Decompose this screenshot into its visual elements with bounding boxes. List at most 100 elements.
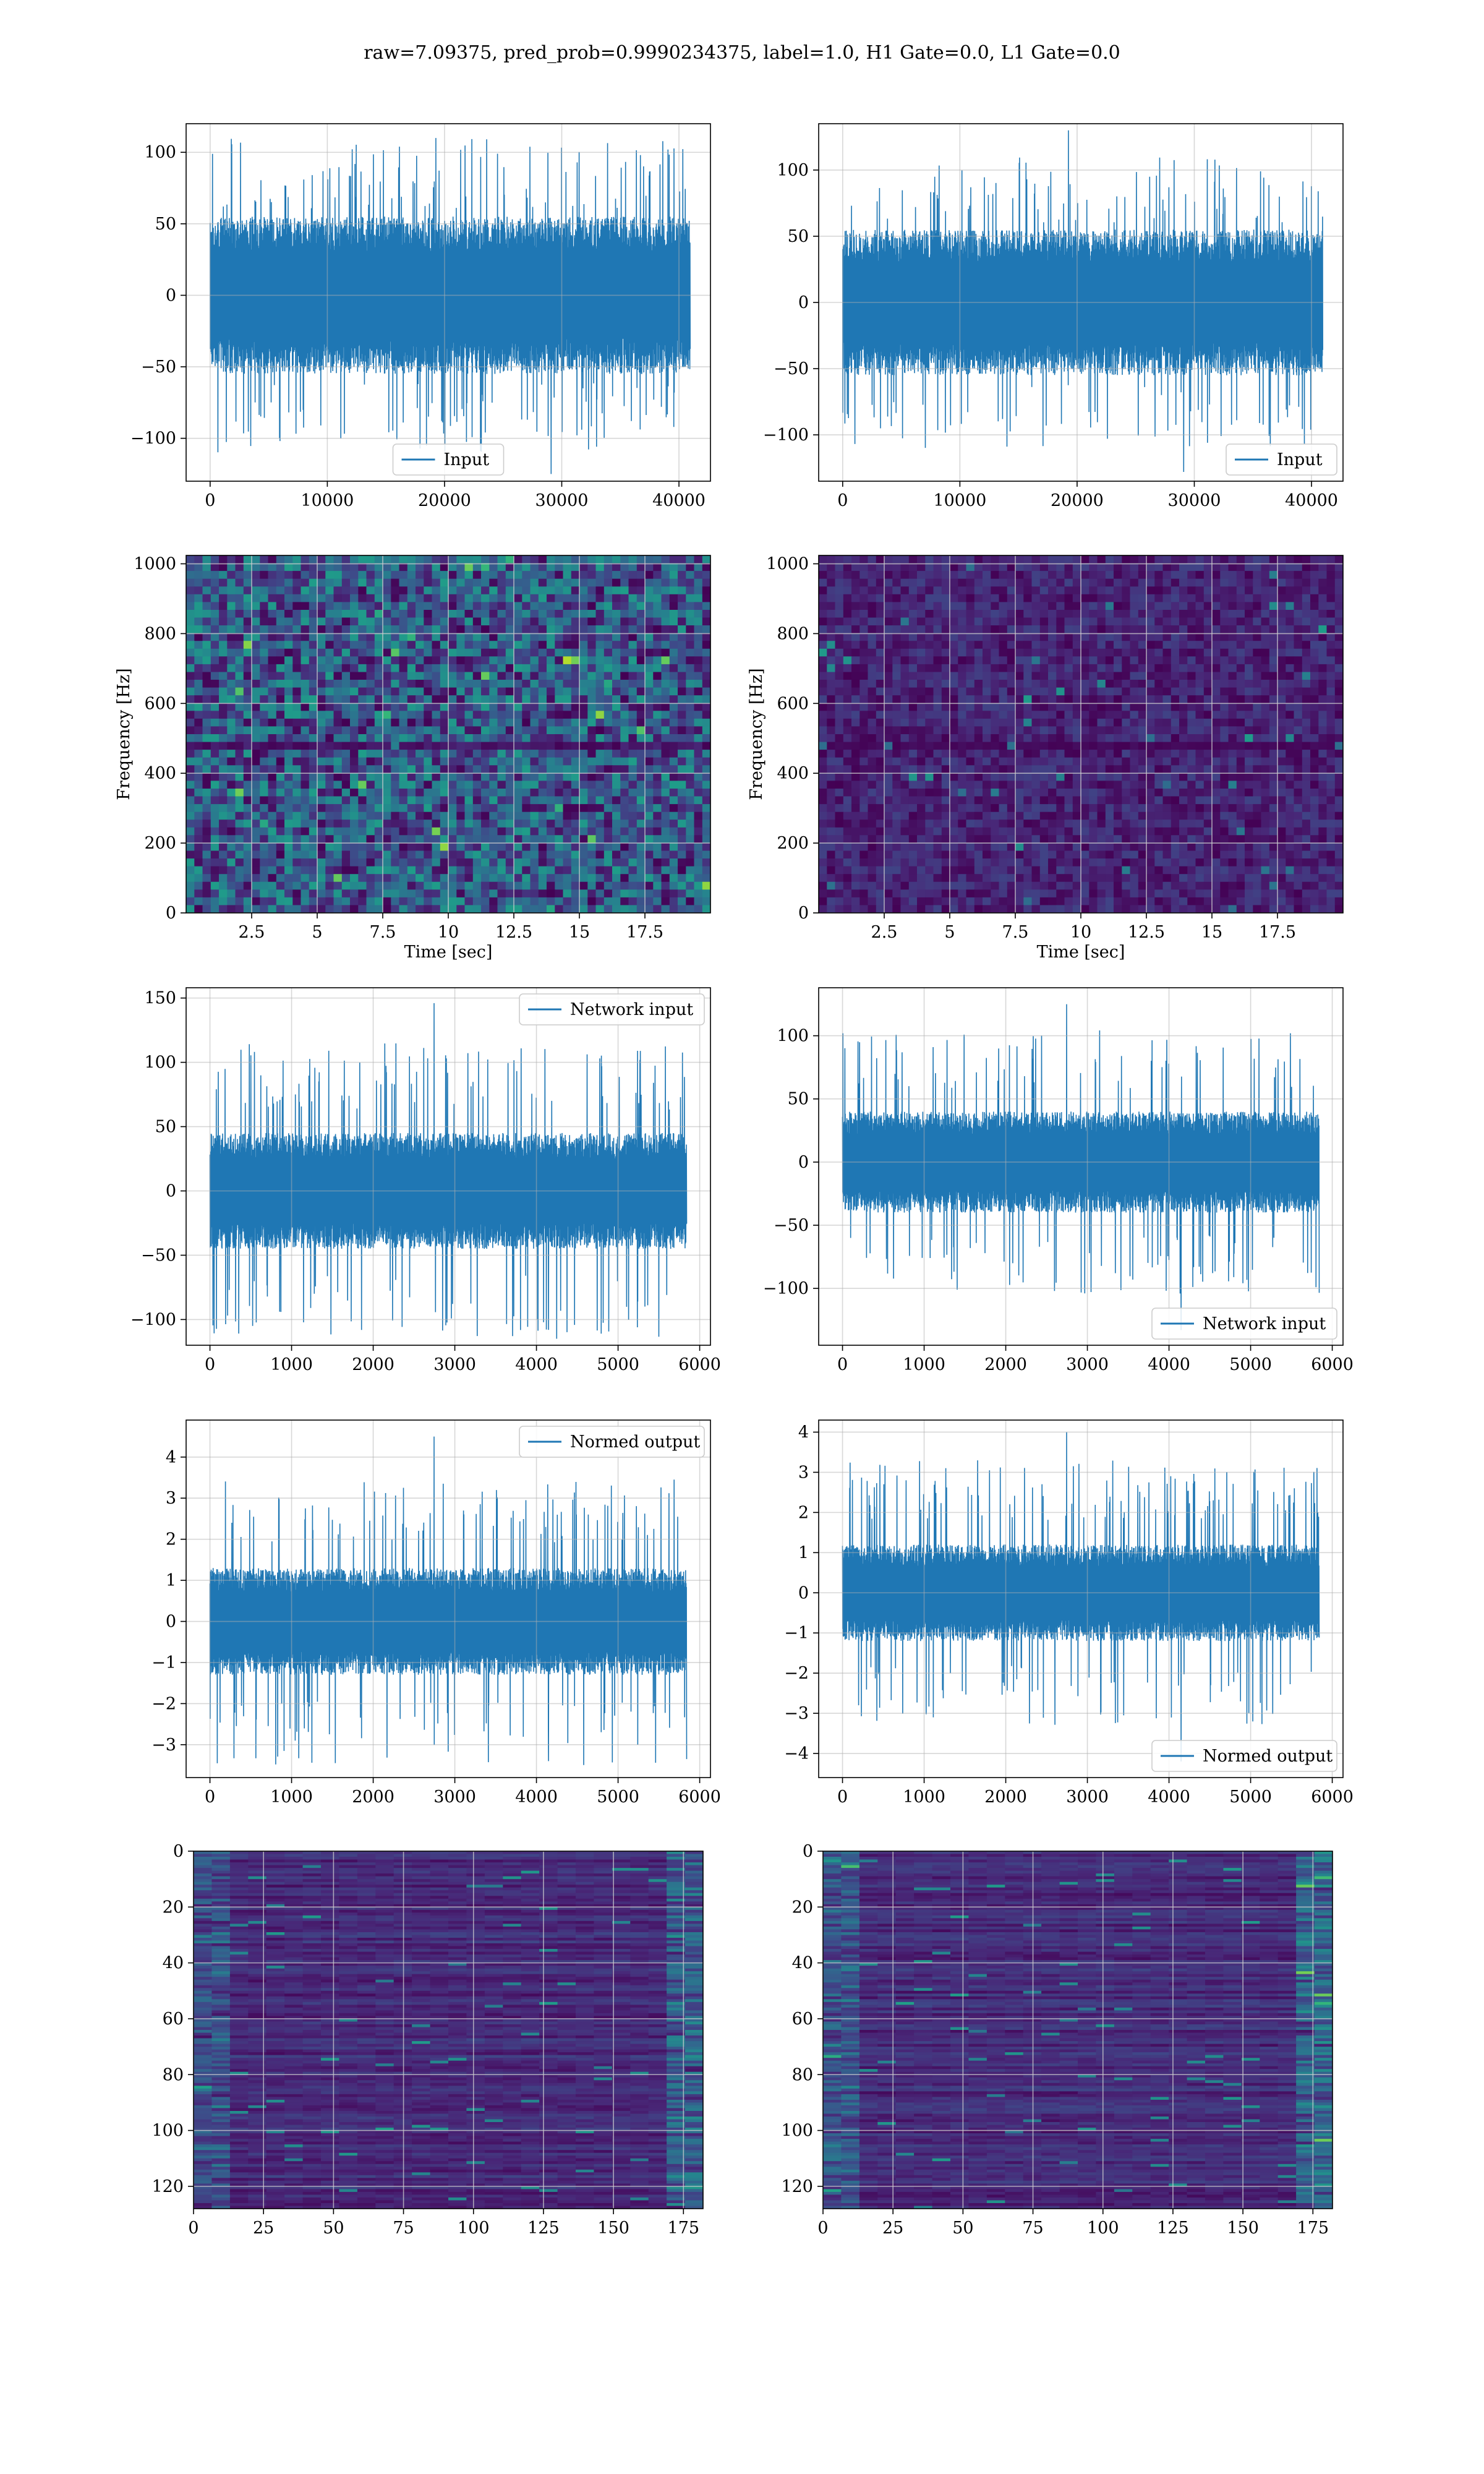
h1-spectrogram-xlabel: Time [sec] bbox=[404, 943, 493, 962]
h1-feature-map-xtick-label: 50 bbox=[323, 2219, 344, 2238]
h1-spectrogram-ytick-label: 1000 bbox=[134, 555, 176, 574]
h1-network-input-xtick-label: 6000 bbox=[678, 1355, 721, 1374]
l1-spectrogram-axes: 2.5 5 7.5 10 12.5 15 17.5 0 200 400 600 800 1000 Time… bbox=[747, 555, 1344, 962]
h1-normed-output-xtick-label: 6000 bbox=[678, 1787, 721, 1807]
l1-input-axes: 0 10000 20000 30000 40000 −100 −50 0 50 100 Input bbox=[763, 123, 1344, 510]
h1-network-input-ytick-label: −100 bbox=[130, 1310, 176, 1329]
l1-normed-output-ytick-label: 2 bbox=[798, 1503, 809, 1522]
h1-input-ytick-label: −100 bbox=[130, 429, 176, 448]
l1-input-xtick-label: 0 bbox=[837, 491, 848, 510]
h1-network-input-ytick-label: 150 bbox=[144, 989, 176, 1008]
l1-normed-output-frame bbox=[818, 1419, 1344, 1778]
h1-normed-output-ytick-label: 0 bbox=[166, 1612, 176, 1632]
l1-normed-output-ytick-label: −2 bbox=[784, 1664, 809, 1683]
h1-normed-output-ytick-label: −3 bbox=[151, 1736, 176, 1755]
l1-normed-output-xtick-label: 1000 bbox=[903, 1787, 945, 1807]
h1-network-input-xtick-label: 0 bbox=[205, 1355, 215, 1374]
h1-network-input-ytick-label: −50 bbox=[141, 1246, 176, 1265]
h1-normed-output-ytick-label: 2 bbox=[166, 1530, 176, 1549]
h1-spectrogram-ylabel: Frequency [Hz] bbox=[114, 668, 134, 800]
l1-input-legend-label: Input bbox=[1277, 450, 1323, 469]
h1-input-xtick-label: 20000 bbox=[418, 491, 471, 510]
l1-spectrogram-xtick-label: 15 bbox=[1201, 923, 1222, 942]
h1-normed-output-xtick-label: 1000 bbox=[270, 1787, 313, 1807]
l1-spectrogram-xtick-label: 7.5 bbox=[1002, 923, 1029, 942]
l1-network-input-xtick-label: 6000 bbox=[1311, 1355, 1354, 1374]
l1-normed-output-xtick-label: 3000 bbox=[1066, 1787, 1109, 1807]
h1-network-input-xtick-label: 5000 bbox=[597, 1355, 639, 1374]
h1-feature-map-axes: 0 25 50 75 100 125 150 175 0 20 40 60 80 100 120 bbox=[151, 1842, 704, 2238]
l1-feature-map-ytick-label: 40 bbox=[792, 1954, 813, 1973]
l1-input-xtick-label: 40000 bbox=[1285, 491, 1338, 510]
h1-network-input-ytick-label: 0 bbox=[166, 1182, 176, 1201]
l1-network-input-legend-box bbox=[1151, 1308, 1337, 1340]
h1-normed-output-xtick-label: 3000 bbox=[433, 1787, 476, 1807]
l1-normed-output-axes: 0 1000 2000 3000 4000 5000 6000 −4 −3 −2 −1 0 1 2 3 4 No… bbox=[784, 1419, 1354, 1807]
l1-input-xtick-label: 10000 bbox=[933, 491, 986, 510]
l1-feature-map-xtick-label: 175 bbox=[1297, 2219, 1329, 2238]
h1-feature-map-xtick-label: 0 bbox=[188, 2219, 198, 2238]
l1-network-input-xtick-label: 4000 bbox=[1148, 1355, 1190, 1374]
h1-feature-map-ytick-label: 120 bbox=[151, 2177, 184, 2196]
h1-normed-output-xtick-label: 5000 bbox=[597, 1787, 639, 1807]
h1-feature-map-ytick-label: 60 bbox=[163, 2010, 184, 2029]
l1-network-input-ytick-label: 50 bbox=[788, 1090, 809, 1109]
l1-spectrogram-xlabel: Time [sec] bbox=[1037, 943, 1125, 962]
l1-normed-output-series-line bbox=[842, 1432, 1320, 1762]
h1-normed-output-ytick-label: −2 bbox=[151, 1694, 176, 1713]
l1-input-ytick-label: −50 bbox=[774, 359, 809, 379]
h1-input-legend-label: Input bbox=[444, 450, 490, 469]
l1-normed-output-legend: Normed output bbox=[1151, 1740, 1337, 1772]
h1-feature-map-xtick-label: 175 bbox=[668, 2219, 700, 2238]
l1-normed-output-ytick-label: −4 bbox=[784, 1744, 809, 1763]
l1-normed-output-legend-label: Normed output bbox=[1203, 1747, 1333, 1766]
l1-feature-map-xtick-label: 50 bbox=[952, 2219, 973, 2238]
l1-network-input-xtick-label: 1000 bbox=[903, 1355, 945, 1374]
l1-normed-output-ytick-label: 3 bbox=[798, 1463, 809, 1482]
h1-network-input-xtick-label: 4000 bbox=[515, 1355, 558, 1374]
h1-input-xtick-label: 10000 bbox=[301, 491, 354, 510]
h1-normed-output-ytick-label: 3 bbox=[166, 1489, 176, 1508]
h1-normed-output-legend: Normed output bbox=[519, 1426, 705, 1458]
l1-input-xtick-label: 20000 bbox=[1051, 491, 1104, 510]
l1-normed-output-ytick-label: −1 bbox=[784, 1624, 809, 1643]
l1-feature-map-xtick-label: 150 bbox=[1227, 2219, 1259, 2238]
h1-network-input-legend-label: Network input bbox=[570, 1000, 693, 1019]
h1-normed-output-frame bbox=[186, 1419, 711, 1778]
h1-normed-output-ytick-label: −1 bbox=[151, 1653, 176, 1672]
h1-spectrogram-ytick-label: 200 bbox=[144, 834, 176, 853]
h1-normed-output-xtick-label: 4000 bbox=[515, 1787, 558, 1807]
h1-spectrogram-xtick-label: 7.5 bbox=[370, 923, 396, 942]
h1-network-input-xtick-label: 1000 bbox=[270, 1355, 313, 1374]
l1-network-input-axes: 0 1000 2000 3000 4000 5000 6000 −100 −50 0 50 100 Ne… bbox=[763, 987, 1354, 1374]
h1-network-input-axes: 0 1000 2000 3000 4000 5000 6000 −100 −50 0 50 100 15… bbox=[130, 987, 721, 1374]
l1-input-ytick-label: 50 bbox=[788, 227, 809, 246]
l1-normed-output-xtick-label: 0 bbox=[837, 1787, 848, 1807]
l1-feature-map-xtick-label: 75 bbox=[1022, 2219, 1043, 2238]
l1-input-ytick-label: −100 bbox=[763, 426, 809, 445]
l1-spectrogram-ylabel: Frequency [Hz] bbox=[747, 668, 766, 800]
h1-spectrogram-ytick-label: 400 bbox=[144, 764, 176, 783]
h1-feature-map-ytick-label: 100 bbox=[151, 2121, 184, 2141]
h1-network-input-xtick-label: 2000 bbox=[352, 1355, 394, 1374]
l1-network-input-xtick-label: 2000 bbox=[984, 1355, 1027, 1374]
h1-feature-map-ytick-label: 40 bbox=[163, 1954, 184, 1973]
l1-normed-output-ytick-label: 0 bbox=[798, 1583, 809, 1603]
h1-normed-output-series-line bbox=[209, 1436, 688, 1765]
h1-spectrogram-xtick-label: 17.5 bbox=[626, 923, 663, 942]
h1-feature-map-ytick-label: 0 bbox=[173, 1842, 184, 1861]
l1-normed-output-xtick-label: 4000 bbox=[1148, 1787, 1190, 1807]
l1-input-ytick-label: 100 bbox=[777, 161, 809, 180]
h1-feature-map-xtick-label: 25 bbox=[253, 2219, 274, 2238]
h1-input-xtick-label: 0 bbox=[205, 491, 215, 510]
l1-feature-map-ytick-label: 120 bbox=[781, 2177, 813, 2196]
h1-input-ytick-label: 0 bbox=[166, 286, 176, 305]
figure-title: raw=7.09375, pred_prob=0.9990234375, lab… bbox=[364, 42, 1120, 64]
h1-network-input-ytick-label: 100 bbox=[144, 1053, 176, 1072]
l1-spectrogram-xtick-label: 12.5 bbox=[1128, 923, 1165, 942]
h1-normed-output-xtick-label: 2000 bbox=[352, 1787, 394, 1807]
l1-network-input-ytick-label: 100 bbox=[777, 1027, 809, 1046]
l1-feature-map-xtick-label: 100 bbox=[1087, 2219, 1119, 2238]
l1-spectrogram-ytick-label: 800 bbox=[777, 624, 809, 643]
l1-spectrogram-xtick-label: 10 bbox=[1070, 923, 1091, 942]
